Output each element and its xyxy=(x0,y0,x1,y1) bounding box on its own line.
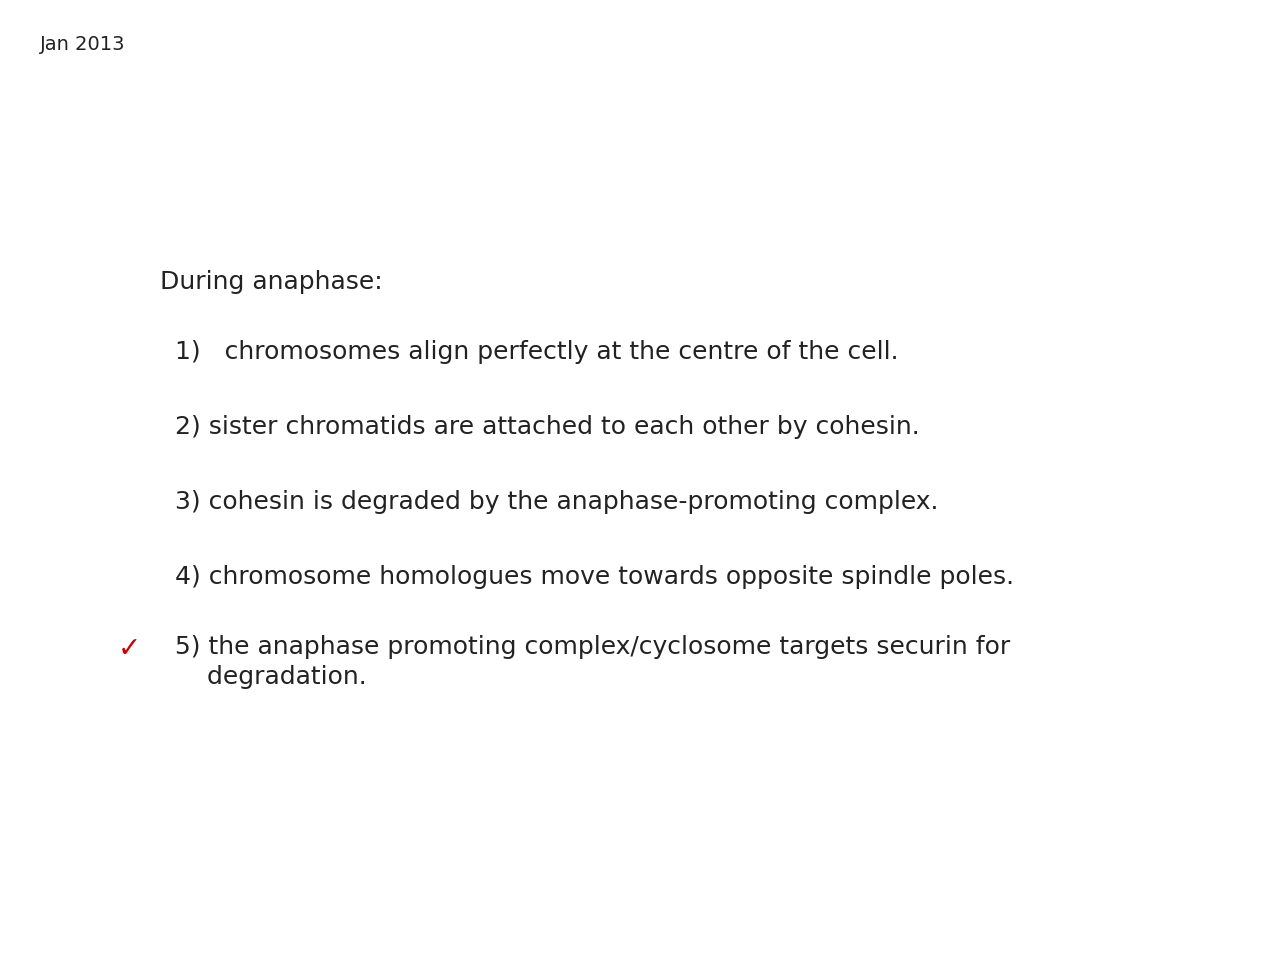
Text: 2) sister chromatids are attached to each other by cohesin.: 2) sister chromatids are attached to eac… xyxy=(175,415,920,439)
Text: 3) cohesin is degraded by the anaphase-promoting complex.: 3) cohesin is degraded by the anaphase-p… xyxy=(175,490,938,514)
Text: During anaphase:: During anaphase: xyxy=(160,270,383,294)
Text: 4) chromosome homologues move towards opposite spindle poles.: 4) chromosome homologues move towards op… xyxy=(175,565,1014,589)
Text: Jan 2013: Jan 2013 xyxy=(40,35,125,54)
Text: 1)   chromosomes align perfectly at the centre of the cell.: 1) chromosomes align perfectly at the ce… xyxy=(175,340,899,364)
Text: 5) the anaphase promoting complex/cyclosome targets securin for
    degradation.: 5) the anaphase promoting complex/cyclos… xyxy=(175,635,1010,688)
Text: ✓: ✓ xyxy=(118,635,141,663)
